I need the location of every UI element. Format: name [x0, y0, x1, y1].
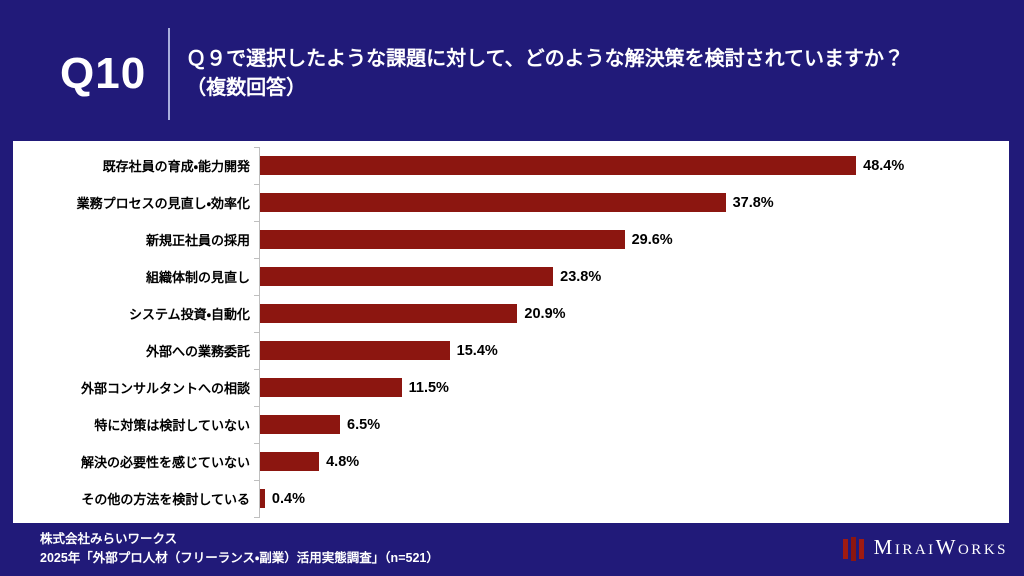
bar [260, 267, 554, 286]
axis-tick [254, 294, 260, 296]
bar [260, 304, 518, 323]
bar [260, 489, 265, 508]
bar [260, 341, 450, 360]
bar-category-label: システム投資・自動化 [128, 307, 250, 322]
bar [260, 415, 341, 434]
chart-row: 解決の必要性を感じていない 4.8% [13, 442, 999, 480]
bar-track: 20.9% [254, 294, 999, 332]
question-line-1: Ｑ９で選択したような課題に対して、どのような解決策を検討されていますか？ [186, 48, 904, 70]
bar-category-label: 特に対策は検討していない [94, 418, 250, 433]
bar-track: 0.4% [254, 479, 999, 518]
bar-category-label: 新規正社員の採用 [145, 233, 250, 248]
bar-category-label: 外部コンサルタントへの相談 [80, 381, 250, 396]
bar-category-label: 組織体制の見直し [145, 270, 250, 285]
bar-category-label: 解決の必要性を感じていない [80, 455, 250, 470]
axis-tick [254, 368, 260, 370]
bar-category-label: その他の方法を検討している [81, 492, 250, 507]
source-company: 株式会社みらいワークス [40, 532, 178, 547]
axis-tick [254, 183, 260, 185]
axis-tick [254, 220, 260, 222]
axis-tick [254, 442, 260, 444]
bar [260, 193, 726, 212]
question-number: Q10 [60, 49, 147, 98]
bar-track: 6.5% [254, 405, 999, 443]
axis-tick [254, 479, 260, 481]
bar-track: 15.4% [254, 331, 999, 369]
bar-value-label: 37.8% [732, 194, 774, 211]
source-attribution: 株式会社みらいワークス 2025年「外部プロ人材（フリーランス・副業）活用実態調… [40, 530, 439, 566]
bar-value-label: 48.4% [863, 157, 905, 174]
bar-value-label: 29.6% [631, 231, 673, 248]
axis-tick [254, 146, 260, 148]
bar-value-label: 0.4% [271, 490, 305, 507]
bar-track: 11.5% [254, 368, 999, 406]
miraiworks-logo: MiraiWorks [842, 535, 1008, 561]
bar-value-label: 20.9% [524, 305, 566, 322]
bar-track: 29.6% [254, 220, 999, 258]
chart-row: 特に対策は検討していない 6.5% [13, 405, 999, 443]
question-line-2: （複数回答） [186, 77, 307, 99]
bar-track: 23.8% [254, 257, 999, 295]
chart-row: 外部への業務委託 15.4% [13, 331, 999, 369]
chart-row: その他の方法を検討している 0.4% [13, 479, 999, 518]
header-divider [168, 28, 171, 120]
source-survey: 2025年「外部プロ人材（フリーランス・副業）活用実態調査」（n=521） [40, 550, 439, 565]
logo-wordmark: MiraiWorks [873, 535, 1008, 559]
bar-value-label: 11.5% [408, 379, 449, 396]
chart-row: 外部コンサルタントへの相談 11.5% [13, 368, 999, 406]
bar [260, 230, 625, 249]
bar [260, 452, 320, 471]
bar-value-label: 23.8% [560, 268, 602, 285]
bar [260, 378, 402, 397]
bar-chart: 既存社員の育成・能力開発 48.4% 業務プロセスの見直し・効率化 37.8% 新規正社… [13, 146, 999, 518]
bar-value-label: 6.5% [347, 416, 381, 433]
bar-track: 4.8% [254, 442, 999, 480]
bar-category-label: 外部への業務委託 [145, 344, 250, 359]
header: Q10 Ｑ９で選択したような課題に対して、どのような解決策を検討されていますか？… [60, 26, 1004, 122]
chart-panel: 既存社員の育成・能力開発 48.4% 業務プロセスの見直し・効率化 37.8% 新規正社… [13, 141, 1009, 523]
question-text: Ｑ９で選択したような課題に対して、どのような解決策を検討されていますか？ （複数… [170, 45, 904, 103]
bar [260, 156, 857, 175]
axis-tick [254, 405, 260, 407]
bar-category-label: 既存社員の育成・能力開発 [102, 159, 250, 174]
footer: 株式会社みらいワークス 2025年「外部プロ人材（フリーランス・副業）活用実態調… [0, 523, 1024, 576]
chart-row: 業務プロセスの見直し・効率化 37.8% [13, 183, 999, 221]
axis-tick [254, 257, 260, 259]
chart-row: 組織体制の見直し 23.8% [13, 257, 999, 295]
bar-category-label: 業務プロセスの見直し・効率化 [76, 196, 250, 211]
axis-tick [254, 331, 260, 333]
bar-value-label: 4.8% [326, 453, 360, 470]
chart-row: システム投資・自動化 20.9% [13, 294, 999, 332]
chart-row: 既存社員の育成・能力開発 48.4% [13, 146, 999, 184]
bar-value-label: 15.4% [456, 342, 498, 359]
bar-track: 37.8% [254, 183, 999, 221]
logo-mark-icon [842, 536, 864, 561]
chart-row: 新規正社員の採用 29.6% [13, 220, 999, 258]
bar-track: 48.4% [254, 146, 999, 184]
